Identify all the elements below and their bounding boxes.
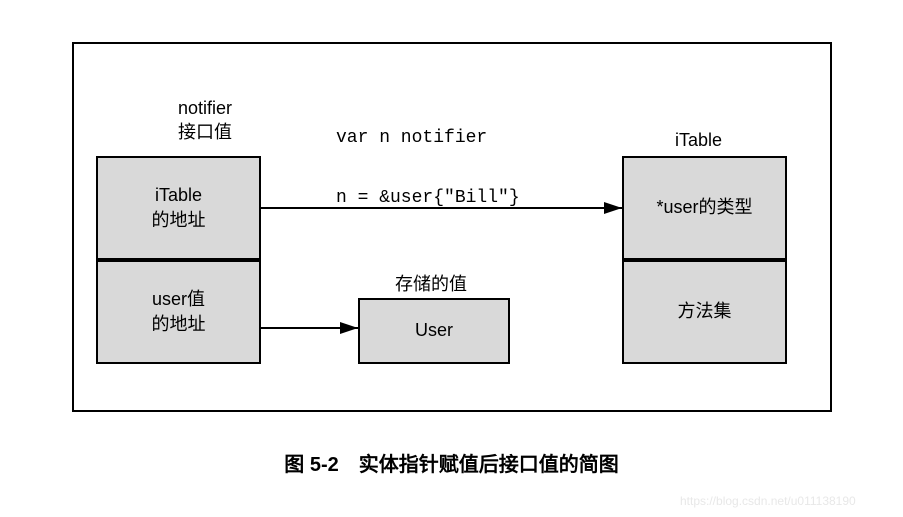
box-method-set-text: 方法集 xyxy=(678,299,732,324)
box-method-set: 方法集 xyxy=(622,260,787,364)
arrow-1 xyxy=(251,198,632,238)
itable-label: iTable xyxy=(675,130,722,151)
figure-caption-text: 图 5-2 实体指针赋值后接口值的简图 xyxy=(284,454,618,476)
notifier-label-text: notifier 接口值 xyxy=(178,98,232,142)
box-user-val: User xyxy=(358,298,510,364)
box-user-val-text: User xyxy=(415,318,453,343)
figure-caption: 图 5-2 实体指针赋值后接口值的简图 xyxy=(0,448,903,477)
arrow-2 xyxy=(251,318,368,358)
box-user-addr: user值 的地址 xyxy=(96,260,261,364)
code-line-1: var n notifier xyxy=(336,128,520,148)
watermark: https://blog.csdn.net/u011138190 xyxy=(680,494,856,508)
notifier-label: notifier 接口值 xyxy=(178,96,232,145)
stored-label-text: 存储的值 xyxy=(395,274,467,294)
box-itable-addr: iTable 的地址 xyxy=(96,156,261,260)
box-itable-addr-text: iTable 的地址 xyxy=(152,183,206,233)
itable-label-text: iTable xyxy=(675,130,722,150)
box-user-type: *user的类型 xyxy=(622,156,787,260)
watermark-text: https://blog.csdn.net/u011138190 xyxy=(680,494,856,508)
box-user-type-text: *user的类型 xyxy=(656,195,752,220)
box-user-addr-text: user值 的地址 xyxy=(152,287,206,337)
stored-label: 存储的值 xyxy=(395,270,467,296)
